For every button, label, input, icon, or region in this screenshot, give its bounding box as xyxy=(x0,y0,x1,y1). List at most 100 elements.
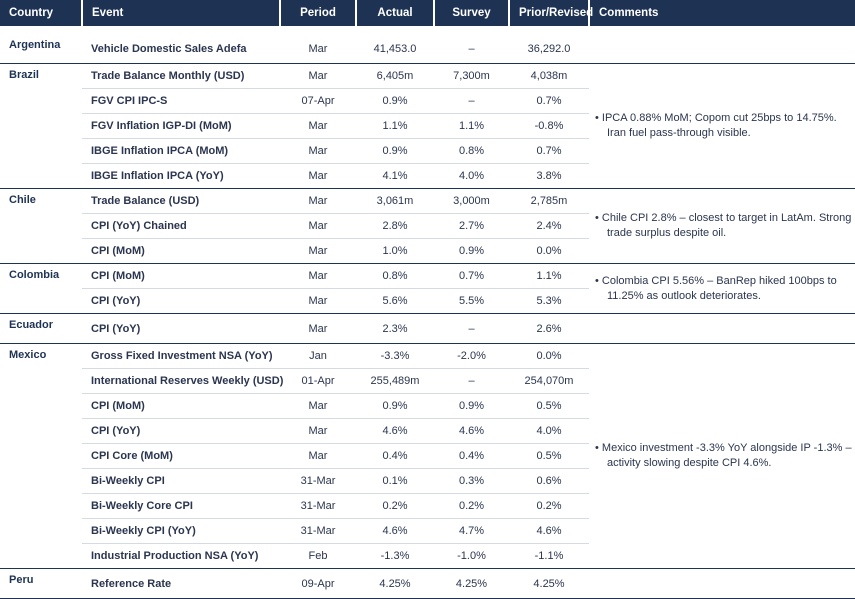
prior-cell: 0.0% xyxy=(509,238,589,264)
table-row: Bi-Weekly CPI 31-Mar 0.1% 0.3% 0.6% xyxy=(0,468,855,494)
survey-cell: 0.9% xyxy=(434,393,509,419)
prior-cell: 3.8% xyxy=(509,163,589,189)
prior-cell: 4.0% xyxy=(509,418,589,444)
header-actual[interactable]: Actual xyxy=(356,0,435,26)
header-comments[interactable]: Comments xyxy=(589,0,855,26)
survey-cell: 2.7% xyxy=(434,213,509,239)
survey-cell: – xyxy=(434,34,509,64)
prior-cell: 0.5% xyxy=(509,393,589,419)
table-row: Colombia CPI (MoM) Mar 0.8% 0.7% 1.1% • Colomb… xyxy=(0,263,855,314)
actual-cell: 0.8% xyxy=(356,263,434,289)
actual-cell: 0.9% xyxy=(356,88,434,114)
period-cell: Feb xyxy=(280,543,356,569)
prior-cell: -1.1% xyxy=(509,543,589,569)
survey-cell: 1.1% xyxy=(434,113,509,139)
survey-cell: 0.3% xyxy=(434,468,509,494)
prior-cell: 0.5% xyxy=(509,443,589,469)
country-cell: Peru xyxy=(0,568,82,599)
period-cell: 07-Apr xyxy=(280,88,356,114)
actual-cell: 4.6% xyxy=(356,418,434,444)
actual-cell: 0.9% xyxy=(356,393,434,419)
prior-cell: 0.6% xyxy=(509,468,589,494)
header-survey[interactable]: Survey xyxy=(434,0,510,26)
country-cell: Mexico xyxy=(0,343,82,569)
period-cell: 09-Apr xyxy=(280,568,356,599)
table-row: CPI (MoM) Mar 1.0% 0.9% 0.0% xyxy=(0,238,855,264)
period-cell: Mar xyxy=(280,138,356,164)
table-row: IBGE Inflation IPCA (MoM) Mar 0.9% 0.8% 0.7% xyxy=(0,138,855,164)
actual-cell: 0.4% xyxy=(356,443,434,469)
survey-cell: 0.8% xyxy=(434,138,509,164)
period-cell: Mar xyxy=(280,288,356,314)
actual-cell: 4.25% xyxy=(356,568,434,599)
prior-cell: 5.3% xyxy=(509,288,589,314)
comment-text: • Colombia CPI 5.56% – BanRep hiked 100b… xyxy=(595,274,837,302)
event-cell: Bi-Weekly CPI xyxy=(82,468,280,494)
period-cell: Jan xyxy=(280,343,356,369)
event-cell: FGV Inflation IGP-DI (MoM) xyxy=(82,113,280,139)
period-cell: Mar xyxy=(280,443,356,469)
country-cell: Ecuador xyxy=(0,313,82,344)
prior-cell: 254,070m xyxy=(509,368,589,394)
actual-cell: 255,489m xyxy=(356,368,434,394)
actual-cell: -1.3% xyxy=(356,543,434,569)
table-row: CPI (YoY) Chained Mar 2.8% 2.7% 2.4% xyxy=(0,213,855,239)
table-row: CPI (YoY) Mar 5.6% 5.5% 5.3% xyxy=(0,288,855,314)
survey-cell: – xyxy=(434,313,509,344)
period-cell: Mar xyxy=(280,238,356,264)
header-country[interactable]: Country xyxy=(0,0,83,26)
prior-cell: 4.25% xyxy=(509,568,589,599)
period-cell: Mar xyxy=(280,213,356,239)
event-cell: CPI (MoM) xyxy=(82,393,280,419)
table-row: IBGE Inflation IPCA (YoY) Mar 4.1% 4.0% 3.8% xyxy=(0,163,855,189)
comment-cell xyxy=(589,313,855,344)
table-header-row: Country Event Period Actual Survey Prior… xyxy=(0,0,855,26)
country-cell: Brazil xyxy=(0,63,82,189)
comment-cell: • Mexico investment -3.3% YoY alongside … xyxy=(589,343,855,569)
survey-cell: -1.0% xyxy=(434,543,509,569)
prior-cell: 0.7% xyxy=(509,138,589,164)
event-cell: FGV CPI IPC-S xyxy=(82,88,280,114)
event-cell: Trade Balance (USD) xyxy=(82,188,280,214)
header-spacer xyxy=(0,26,855,34)
survey-cell: 4.25% xyxy=(434,568,509,599)
prior-cell: 2.6% xyxy=(509,313,589,344)
prior-cell: -0.8% xyxy=(509,113,589,139)
event-cell: IBGE Inflation IPCA (MoM) xyxy=(82,138,280,164)
actual-cell: 3,061m xyxy=(356,188,434,214)
table-row: Peru Reference Rate 09-Apr 4.25% 4.25% 4.25% xyxy=(0,568,855,599)
event-cell: CPI (MoM) xyxy=(82,263,280,289)
event-cell: Trade Balance Monthly (USD) xyxy=(82,63,280,89)
actual-cell: 1.1% xyxy=(356,113,434,139)
table-row: International Reserves Weekly (USD) 01-Ap… xyxy=(0,368,855,394)
event-cell: CPI Core (MoM) xyxy=(82,443,280,469)
event-cell: Reference Rate xyxy=(82,568,280,599)
survey-cell: 3,000m xyxy=(434,188,509,214)
period-cell: Mar xyxy=(280,113,356,139)
header-event[interactable]: Event xyxy=(82,0,281,26)
period-cell: 01-Apr xyxy=(280,368,356,394)
prior-cell: 4,038m xyxy=(509,63,589,89)
actual-cell: 2.3% xyxy=(356,313,434,344)
period-cell: Mar xyxy=(280,63,356,89)
actual-cell: 6,405m xyxy=(356,63,434,89)
survey-cell: 0.7% xyxy=(434,263,509,289)
actual-cell: 4.1% xyxy=(356,163,434,189)
comment-text: • Mexico investment -3.3% YoY alongside … xyxy=(595,442,852,469)
event-cell: Gross Fixed Investment NSA (YoY) xyxy=(82,343,280,369)
table-row: Chile Trade Balance (USD) Mar 3,061m 3,000m 2… xyxy=(0,188,855,264)
comment-cell: • IPCA 0.88% MoM; Copom cut 25bps to 14.… xyxy=(589,63,855,189)
survey-cell: 5.5% xyxy=(434,288,509,314)
table-body: Argentina Vehicle Domestic Sales Adefa Mar… xyxy=(0,26,855,599)
table-row: Argentina Vehicle Domestic Sales Adefa Mar… xyxy=(0,34,855,64)
period-cell: 31-Mar xyxy=(280,518,356,544)
header-prior[interactable]: Prior/Revised xyxy=(509,0,593,26)
header-period[interactable]: Period xyxy=(280,0,357,26)
prior-cell: 4.6% xyxy=(509,518,589,544)
event-cell: CPI (YoY) xyxy=(82,418,280,444)
table-row: Ecuador CPI (YoY) Mar 2.3% –2.6% xyxy=(0,313,855,344)
actual-cell: 0.1% xyxy=(356,468,434,494)
survey-cell: 7,300m xyxy=(434,63,509,89)
prior-cell: 1.1% xyxy=(509,263,589,289)
table-row: Industrial Production NSA (YoY) Feb -1.3% -… xyxy=(0,543,855,569)
